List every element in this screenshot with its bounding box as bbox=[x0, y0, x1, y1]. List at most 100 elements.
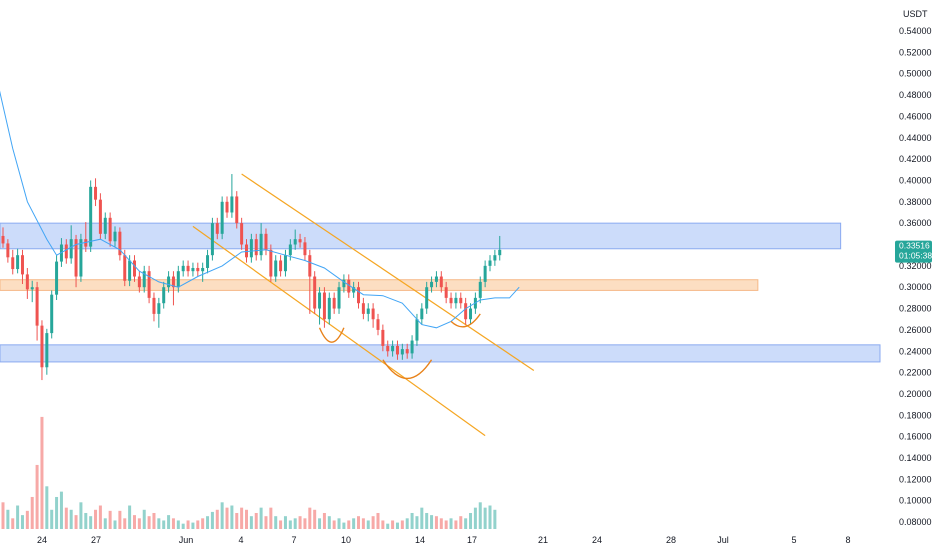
candle-body bbox=[1, 235, 5, 244]
x-tick-label: 4 bbox=[238, 535, 243, 545]
volume-bar bbox=[347, 520, 351, 529]
candle-body bbox=[35, 287, 39, 326]
candle bbox=[20, 249, 24, 284]
candle-body bbox=[332, 297, 336, 309]
candle-body bbox=[283, 255, 287, 272]
candle bbox=[459, 292, 463, 309]
volume-bar bbox=[94, 509, 98, 529]
candle-body bbox=[313, 276, 317, 309]
volume-bar bbox=[64, 507, 68, 529]
y-axis[interactable]: 0.54000 0.52000 0.50000 0.48000 0.46000 0.440… bbox=[899, 26, 932, 527]
volume-bar bbox=[444, 520, 448, 529]
candle-body bbox=[288, 244, 292, 256]
candle-body bbox=[206, 255, 210, 268]
y-tick-label: 0.38000 bbox=[899, 197, 932, 207]
candle-body bbox=[308, 255, 312, 277]
candle bbox=[391, 340, 395, 357]
candle-body bbox=[381, 329, 385, 346]
volume-bar bbox=[493, 509, 497, 529]
candle bbox=[352, 281, 356, 298]
volume-bar bbox=[381, 520, 385, 529]
candle bbox=[342, 274, 346, 293]
candle bbox=[137, 271, 141, 293]
candle-body bbox=[449, 297, 453, 304]
y-tick-label: 0.08000 bbox=[899, 517, 932, 527]
candle bbox=[464, 297, 468, 325]
candle bbox=[230, 174, 234, 218]
x-tick-label: Jun bbox=[179, 535, 194, 545]
y-tick-label: 0.50000 bbox=[899, 69, 932, 79]
candle bbox=[40, 320, 44, 381]
candle bbox=[381, 324, 385, 352]
volume-bar bbox=[176, 520, 180, 529]
pattern-layer bbox=[318, 313, 481, 379]
candle-body bbox=[137, 276, 141, 288]
volume-bar bbox=[279, 520, 283, 529]
volume-bar bbox=[1, 502, 5, 529]
candle bbox=[410, 335, 414, 359]
y-tick-label: 0.46000 bbox=[899, 111, 932, 121]
candle bbox=[45, 328, 49, 375]
volume-bar bbox=[20, 515, 24, 529]
volume-bar bbox=[89, 516, 93, 529]
x-tick-label: 14 bbox=[415, 535, 425, 545]
candle-body bbox=[337, 287, 341, 309]
volume-bar bbox=[283, 516, 287, 529]
volume-bar bbox=[405, 518, 409, 529]
candle bbox=[376, 313, 380, 336]
candle bbox=[64, 239, 68, 264]
candle-body bbox=[361, 303, 365, 314]
volume-bar bbox=[259, 507, 263, 529]
y-tick-label: 0.18000 bbox=[899, 410, 932, 420]
candle bbox=[264, 228, 268, 256]
volume-bar bbox=[35, 464, 39, 529]
candle-body bbox=[347, 279, 351, 293]
volume-bar bbox=[322, 512, 326, 529]
candle bbox=[142, 265, 146, 293]
candle bbox=[152, 292, 156, 322]
candle-body bbox=[79, 239, 83, 277]
candle bbox=[498, 235, 502, 261]
candle-body bbox=[210, 223, 214, 256]
candle bbox=[337, 281, 341, 314]
volume-bar bbox=[254, 512, 258, 529]
y-tick-label: 0.40000 bbox=[899, 175, 932, 185]
candle bbox=[55, 255, 59, 301]
candle bbox=[11, 249, 15, 275]
volume-bar bbox=[430, 515, 434, 529]
candle-body bbox=[240, 223, 244, 245]
volume-bar bbox=[123, 518, 127, 529]
candle-body bbox=[147, 271, 151, 298]
volume-bar bbox=[11, 518, 15, 529]
candle-body bbox=[167, 276, 171, 288]
volume-bar bbox=[55, 496, 59, 529]
candle-body bbox=[395, 345, 399, 355]
volume-bar bbox=[293, 518, 297, 529]
y-tick-label: 0.16000 bbox=[899, 432, 932, 442]
volume-bar bbox=[210, 511, 214, 529]
candle bbox=[293, 229, 297, 250]
volume-bar bbox=[69, 509, 73, 529]
candle bbox=[439, 271, 443, 293]
volume-bar bbox=[118, 510, 122, 529]
candle-body bbox=[434, 276, 438, 282]
candle bbox=[279, 255, 283, 277]
y-tick-label: 0.24000 bbox=[899, 346, 932, 356]
candle-body bbox=[45, 333, 49, 368]
candle bbox=[425, 281, 429, 314]
trendline-layer bbox=[192, 173, 535, 437]
candle bbox=[405, 343, 409, 359]
volume-bar bbox=[298, 516, 302, 529]
volume-bar bbox=[249, 516, 253, 529]
x-axis[interactable]: 24 27 Jun 4 7 10 14 17 21 24 28 Jul 5 8 bbox=[37, 535, 851, 545]
candle-body bbox=[230, 196, 234, 213]
trendline-0 bbox=[241, 173, 535, 371]
candle bbox=[327, 292, 331, 325]
candle bbox=[162, 281, 166, 309]
x-tick-label: 17 bbox=[467, 535, 477, 545]
volume-bar bbox=[361, 518, 365, 529]
volume-bar bbox=[132, 515, 136, 529]
candle-body bbox=[400, 349, 404, 355]
